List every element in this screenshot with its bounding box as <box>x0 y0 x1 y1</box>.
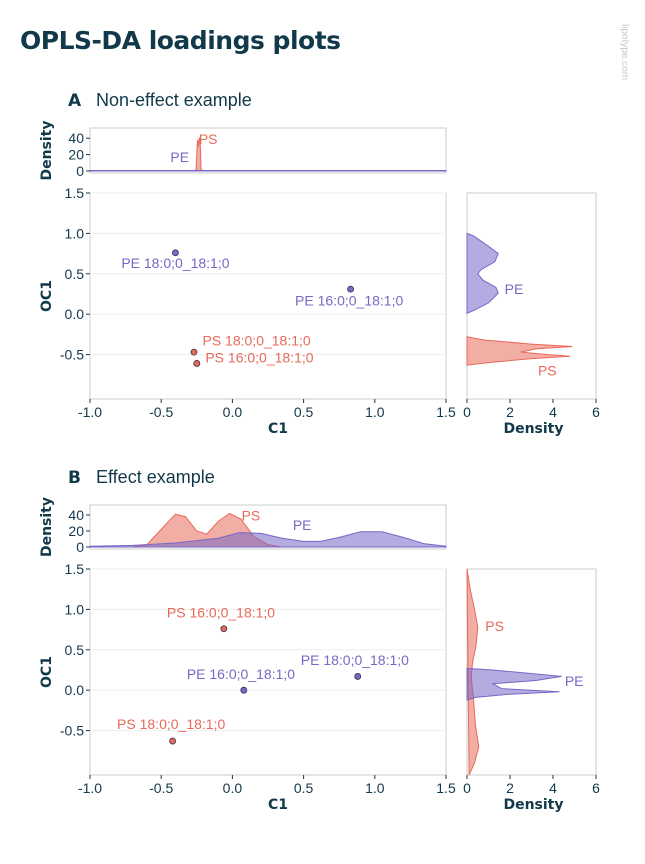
scatter-ytick-label: 0.0 <box>65 306 85 322</box>
right-density-label-ps: PS <box>538 363 557 379</box>
scatter-ytick-label: 1.0 <box>65 225 85 241</box>
top-density-ylabel: Density <box>39 120 55 180</box>
scatter-point-label: PE 18:0;0_18:1;0 <box>121 255 229 271</box>
panel-label: B <box>68 468 81 488</box>
panel-title: Non-effect example <box>96 90 252 110</box>
top-density-frame <box>89 127 447 174</box>
scatter-xtick-label: 0.5 <box>294 404 314 420</box>
scatter-point <box>193 360 201 367</box>
scatter-xtick-label: 1.0 <box>365 780 385 796</box>
scatter-xtick-label: -1.0 <box>78 404 102 420</box>
scatter-point <box>169 737 176 745</box>
scatter-ytick-label: 1.0 <box>65 601 85 617</box>
scatter-ylabel: OC1 <box>39 280 55 312</box>
right-density-xtick-label: 2 <box>506 404 514 420</box>
scatter-point-label: PS 18:0;0_18:1;0 <box>202 333 310 349</box>
top-density-pe <box>89 531 447 548</box>
right-density-ps <box>466 336 573 366</box>
scatter-point <box>190 348 198 356</box>
top-density-pe <box>89 170 447 172</box>
top-density-label-pe: PE <box>293 517 312 533</box>
page-title: OPLS-DA loadings plots <box>20 26 341 55</box>
right-density-xtick-label: 0 <box>463 404 471 420</box>
scatter-frame <box>89 192 447 400</box>
panel-label: A <box>68 91 82 111</box>
right-density-xlabel: Density <box>503 421 563 437</box>
right-density-xtick-label: 6 <box>592 780 600 796</box>
top-density-ylabel: Density <box>39 497 55 557</box>
scatter-xtick-label: 0.5 <box>294 780 314 796</box>
scatter-ytick-label: 1.5 <box>65 185 85 201</box>
scatter-ytick-label: -0.5 <box>60 347 84 363</box>
scatter-point <box>240 686 248 694</box>
right-density-label-pe: PE <box>505 281 524 297</box>
top-density-ytick-label: 20 <box>68 147 84 163</box>
right-density-pe <box>466 232 499 315</box>
right-density-xtick-label: 4 <box>549 780 557 796</box>
top-density-ytick-label: 40 <box>68 507 84 523</box>
scatter-ytick-label: 1.5 <box>65 561 85 577</box>
scatter-xtick-label: -0.5 <box>149 404 173 420</box>
panel-title: Effect example <box>96 467 215 487</box>
scatter-point <box>172 249 179 257</box>
scatter-ytick-label: 0.0 <box>65 682 85 698</box>
right-density-xtick-label: 4 <box>549 404 557 420</box>
right-density-xtick-label: 2 <box>506 780 514 796</box>
scatter-xtick-label: 0.0 <box>223 404 243 420</box>
scatter-point-label: PS 18:0;0_18:1;0 <box>117 716 225 732</box>
right-density-xtick-label: 0 <box>463 780 471 796</box>
top-density-ytick-label: 0 <box>76 163 84 179</box>
scatter-xtick-label: 0.0 <box>223 780 243 796</box>
scatter-ytick-label: 0.5 <box>65 266 85 282</box>
scatter-frame <box>89 568 447 776</box>
scatter-ytick-label: 0.5 <box>65 642 85 658</box>
scatter-xtick-label: -0.5 <box>149 780 173 796</box>
top-density-ytick-label: 20 <box>68 523 84 539</box>
right-density-label-ps: PS <box>485 618 504 634</box>
scatter-point-label: PE 16:0;0_18:1;0 <box>187 666 295 682</box>
right-density-xlabel: Density <box>503 797 563 813</box>
scatter-point-label: PE 18:0;0_18:1;0 <box>301 652 409 668</box>
scatter-ytick-label: -0.5 <box>60 723 84 739</box>
scatter-xtick-label: 1.5 <box>436 404 456 420</box>
scatter-point <box>347 285 354 293</box>
scatter-point <box>220 625 228 633</box>
scatter-point <box>354 673 362 680</box>
right-density-pe <box>466 667 562 701</box>
scatter-xlabel: C1 <box>268 421 288 437</box>
top-density-label-ps: PS <box>199 131 218 147</box>
scatter-ylabel: OC1 <box>39 656 55 688</box>
scatter-xlabel: C1 <box>268 797 288 813</box>
scatter-xtick-label: 1.5 <box>436 780 456 796</box>
top-density-ytick-label: 0 <box>76 539 84 555</box>
scatter-point-label: PE 16:0;0_18:1;0 <box>295 292 403 308</box>
right-density-label-pe: PE <box>565 673 584 689</box>
top-density-ytick-label: 40 <box>68 130 84 146</box>
scatter-point-label: PS 16:0;0_18:1;0 <box>167 604 275 620</box>
scatter-xtick-label: -1.0 <box>78 780 102 796</box>
top-density-label-ps: PS <box>242 508 261 524</box>
right-density-xtick-label: 6 <box>592 404 600 420</box>
scatter-point-label: PS 16:0;0_18:1;0 <box>205 350 313 366</box>
top-density-label-pe: PE <box>170 149 189 165</box>
scatter-xtick-label: 1.0 <box>365 404 385 420</box>
